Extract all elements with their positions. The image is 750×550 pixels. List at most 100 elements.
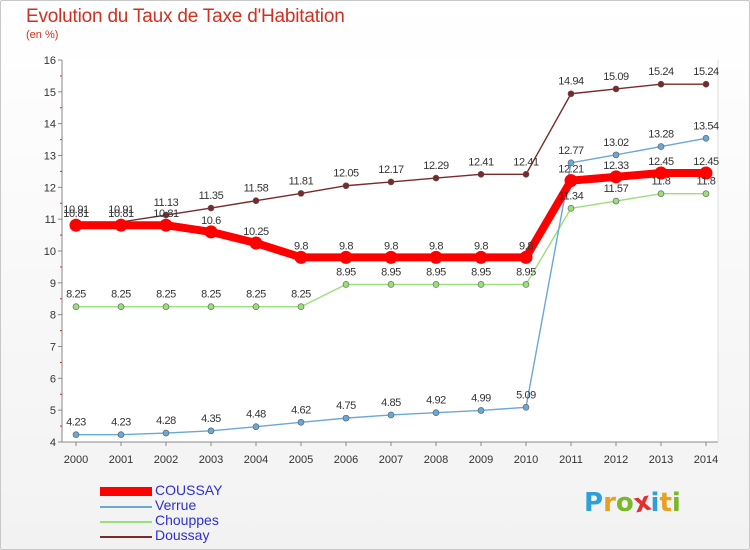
data-point	[387, 281, 395, 288]
data-label: 8.25	[111, 289, 131, 301]
data-point	[522, 404, 530, 411]
data-point	[159, 218, 173, 232]
data-label: 8.95	[516, 266, 536, 278]
data-label: 10.25	[243, 226, 269, 238]
x-tick-label: 2005	[289, 454, 313, 466]
data-point	[384, 250, 398, 264]
data-point	[252, 303, 260, 311]
data-point	[117, 303, 125, 311]
x-tick-label: 2007	[379, 454, 403, 466]
data-label: 12.29	[423, 160, 449, 172]
data-label: 8.25	[66, 289, 86, 301]
x-tick-label: 2003	[199, 454, 223, 466]
data-point	[522, 281, 530, 288]
data-label: 15.09	[603, 71, 629, 83]
data-point	[564, 174, 578, 188]
data-point	[702, 135, 710, 142]
data-label: 15.24	[693, 66, 719, 78]
data-label: 9.8	[519, 240, 533, 252]
data-point	[567, 90, 575, 98]
data-point	[654, 166, 668, 180]
logo-letter: i	[650, 488, 660, 518]
x-tick-label: 2013	[649, 454, 673, 466]
data-point	[294, 250, 308, 264]
y-tick-label: 10	[44, 246, 56, 258]
data-point	[432, 409, 440, 417]
data-point	[519, 250, 533, 264]
logo-letter: i	[671, 488, 681, 518]
data-label: 8.25	[201, 289, 221, 301]
data-label: 4.62	[291, 404, 311, 416]
data-label: 10.81	[108, 208, 134, 220]
y-tick-label: 4	[50, 437, 56, 449]
data-point	[204, 225, 218, 239]
data-label: 12.17	[378, 164, 404, 176]
data-label: 8.95	[426, 266, 446, 278]
x-tick-label: 2004	[244, 454, 268, 466]
data-label: 8.95	[381, 266, 401, 278]
data-point	[567, 205, 575, 212]
y-tick-label: 9	[50, 278, 56, 290]
y-tick-label: 7	[50, 342, 56, 354]
data-point	[297, 303, 305, 311]
data-point	[342, 182, 350, 190]
x-tick-label: 2014	[694, 454, 718, 466]
legend-label: COUSSAY	[155, 482, 223, 498]
data-label: 12.45	[693, 156, 719, 168]
data-point	[429, 250, 443, 264]
data-point	[657, 143, 665, 150]
data-label: 4.28	[156, 415, 176, 427]
chart-title: Evolution du Taux de Taxe d'Habitation	[26, 6, 345, 27]
data-label: 8.25	[246, 289, 266, 301]
data-point	[612, 85, 620, 93]
data-point	[657, 80, 665, 88]
data-point	[162, 429, 170, 437]
data-point	[702, 190, 710, 197]
data-label: 12.21	[558, 164, 584, 176]
data-point	[162, 211, 170, 219]
data-point	[567, 159, 575, 167]
data-point	[477, 407, 485, 414]
y-tick-label: 14	[44, 119, 56, 131]
data-label: 5.09	[516, 389, 536, 401]
data-label: 8.95	[336, 266, 356, 278]
data-point	[432, 174, 440, 182]
data-point	[252, 423, 260, 431]
proxiti-logo: Proxiti	[584, 487, 681, 520]
data-label: 9.8	[384, 240, 398, 252]
x-tick-label: 2010	[514, 454, 538, 466]
data-point	[612, 197, 620, 205]
data-label: 4.23	[66, 417, 86, 429]
data-label: 11.8	[697, 176, 716, 188]
data-point	[297, 418, 305, 426]
y-tick-label: 5	[50, 405, 56, 417]
y-tick-label: 11	[45, 214, 56, 226]
y-tick-label: 8	[50, 310, 56, 322]
data-label: 12.77	[558, 145, 584, 157]
x-tick-label: 2001	[109, 454, 133, 466]
data-label: 11.13	[154, 197, 179, 209]
logo-letter: t	[659, 488, 672, 518]
data-label: 4.48	[246, 409, 266, 421]
data-label: 4.99	[471, 392, 491, 404]
logo-letter: r	[603, 488, 616, 518]
data-point	[69, 218, 83, 232]
y-tick-label: 15	[44, 87, 56, 99]
data-point	[207, 303, 215, 311]
data-point	[207, 427, 215, 435]
legend-swatch	[100, 536, 152, 538]
data-label: 10.81	[63, 208, 89, 220]
data-point	[477, 281, 485, 288]
data-label: 9.8	[339, 240, 353, 252]
data-label: 13.02	[603, 137, 629, 149]
data-label: 11.34	[559, 190, 584, 202]
x-tick-label: 2011	[559, 454, 583, 466]
y-tick-label: 16	[44, 55, 56, 67]
data-point	[342, 281, 350, 288]
data-label: 13.54	[693, 120, 719, 132]
x-tick-label: 2012	[604, 454, 628, 466]
data-label: 9.8	[294, 240, 308, 252]
data-point	[387, 178, 395, 186]
data-label: 12.05	[333, 168, 359, 180]
